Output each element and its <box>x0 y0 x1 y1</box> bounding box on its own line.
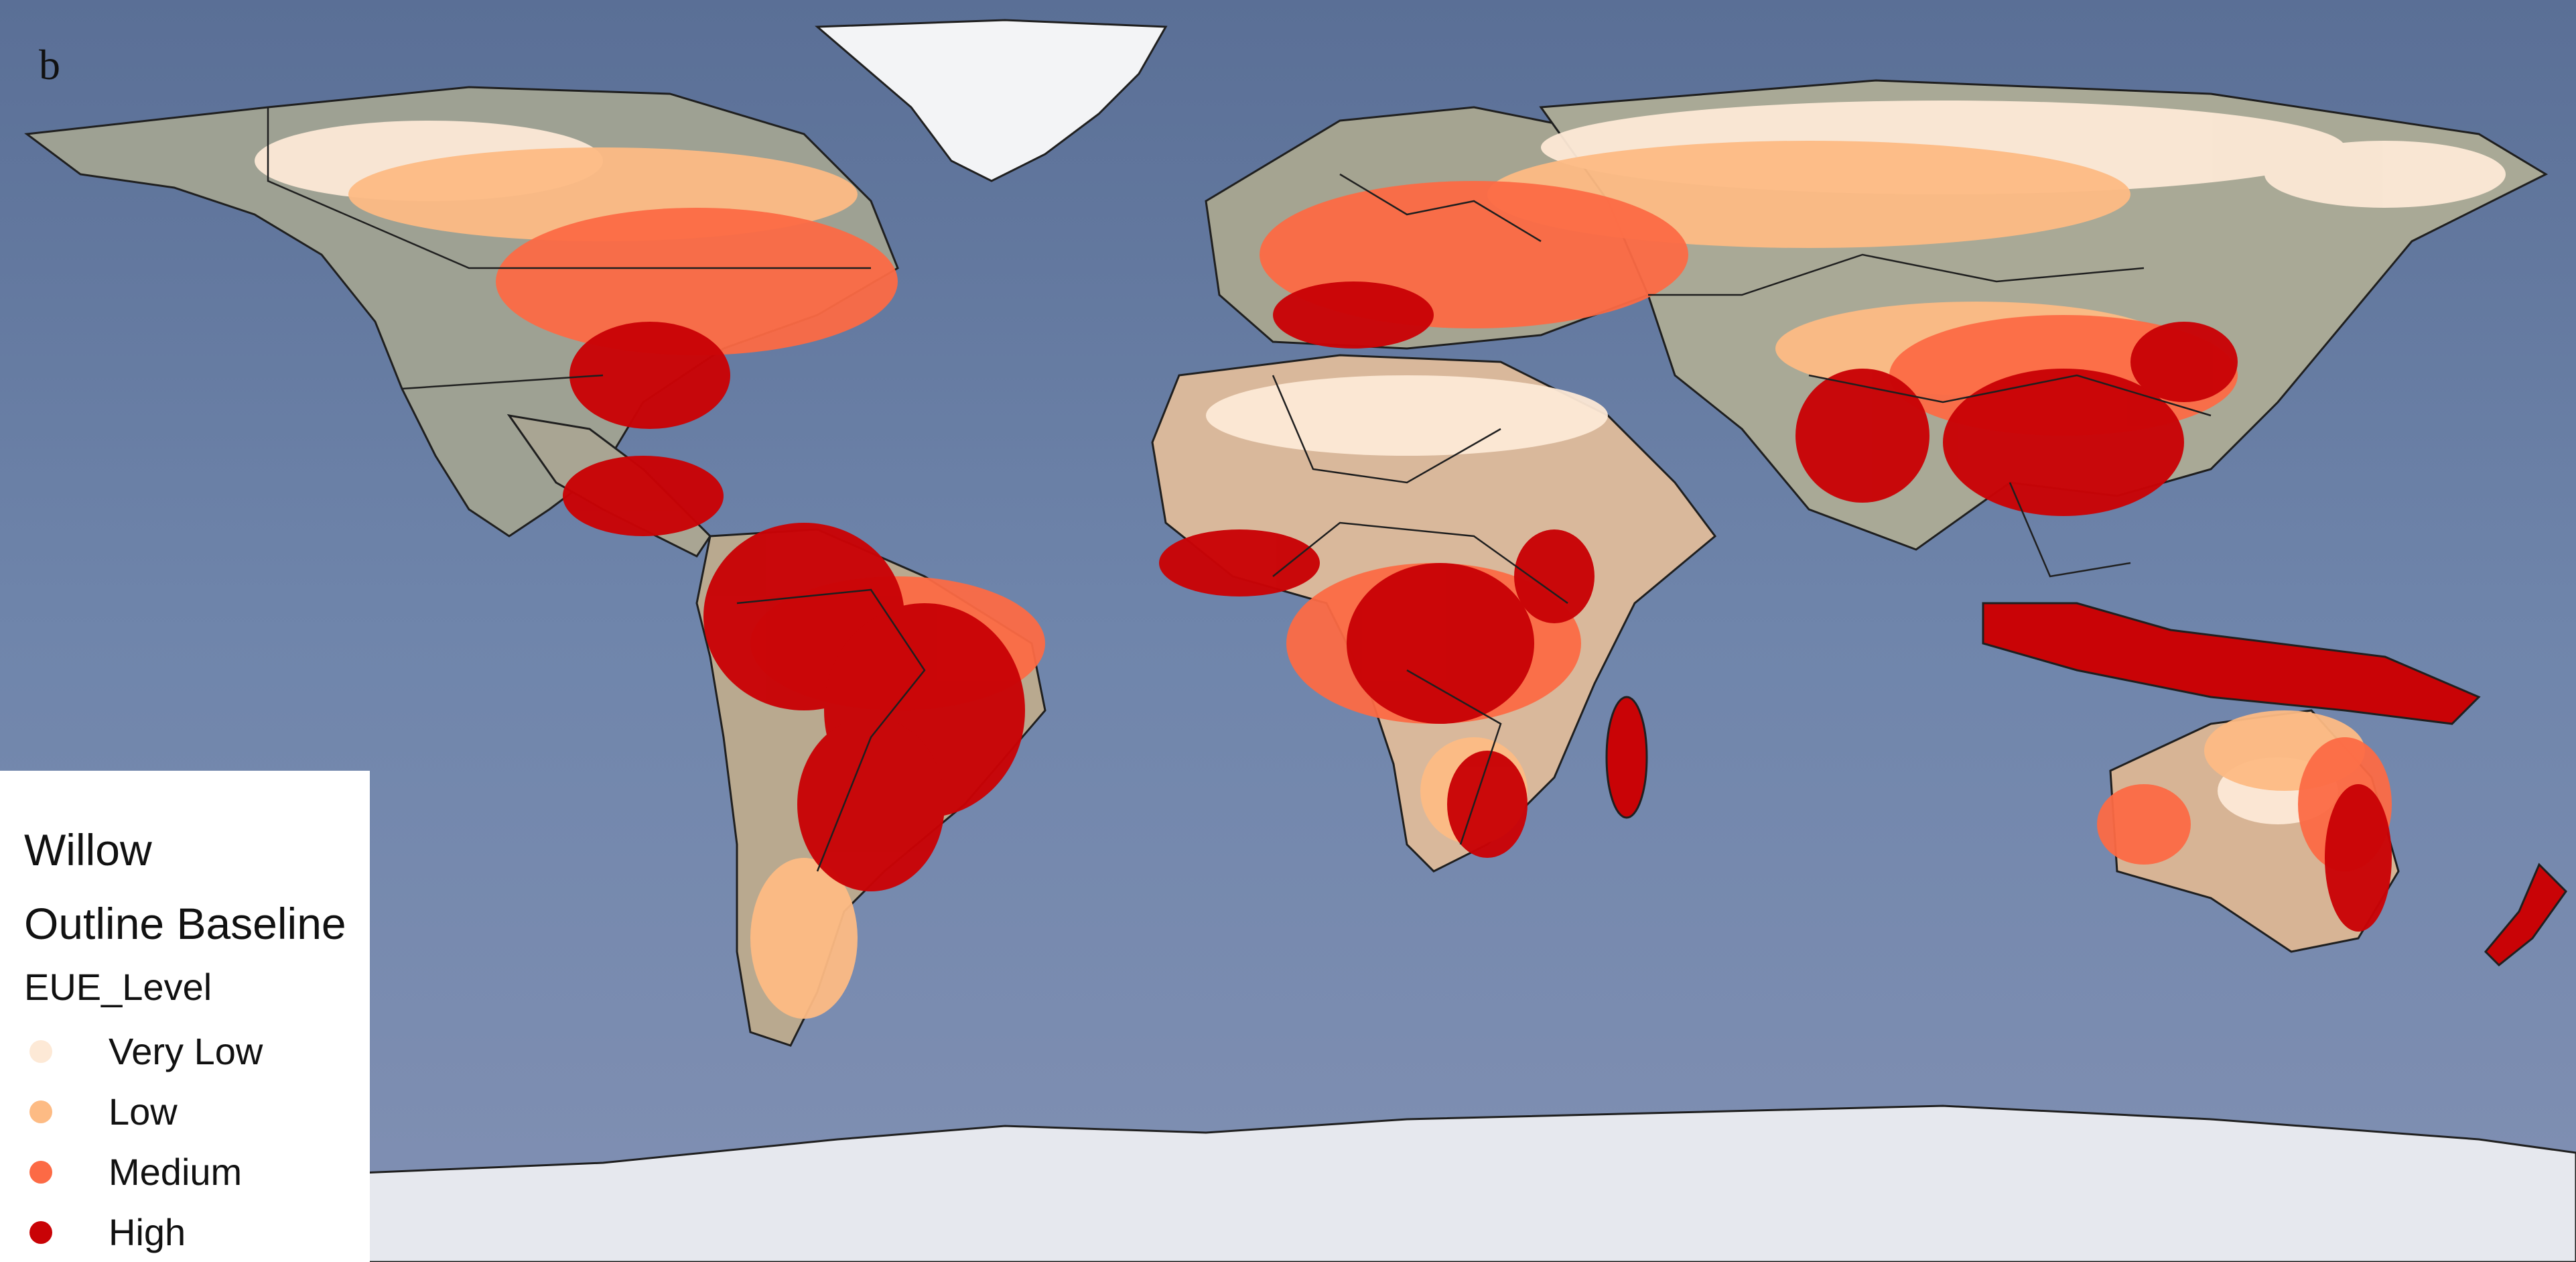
legend-title: Willow <box>24 825 152 875</box>
legend-field-name: EUE_Level <box>24 966 212 1008</box>
greenland <box>815 19 1168 182</box>
medium-swatch-icon <box>29 1161 52 1184</box>
legend-subtitle: Outline Baseline <box>24 899 346 948</box>
legend-label-very-low: Very Low <box>109 1030 263 1072</box>
indonesia <box>1982 602 2481 725</box>
legend-item-high: High <box>24 1206 359 1260</box>
madagascar <box>1605 696 1648 819</box>
high-swatch-icon <box>29 1221 52 1244</box>
legend: Willow Outline Baseline EUE_Level Very L… <box>0 771 370 1262</box>
legend-label-low: Low <box>109 1090 178 1133</box>
low-swatch-icon <box>29 1100 52 1123</box>
legend-label-high: High <box>109 1211 186 1253</box>
legend-item-very-low: Very Low <box>24 1025 359 1079</box>
eue-high-areas <box>563 281 2392 932</box>
legend-item-medium: Medium <box>24 1146 359 1200</box>
antarctica <box>360 1105 2576 1262</box>
panel-label: b <box>39 41 60 88</box>
legend-item-low: Low <box>24 1086 359 1139</box>
very-low-swatch-icon <box>29 1040 52 1063</box>
country-borders <box>267 107 2212 872</box>
legend-label-medium: Medium <box>109 1151 243 1193</box>
new-zealand <box>2484 863 2567 967</box>
